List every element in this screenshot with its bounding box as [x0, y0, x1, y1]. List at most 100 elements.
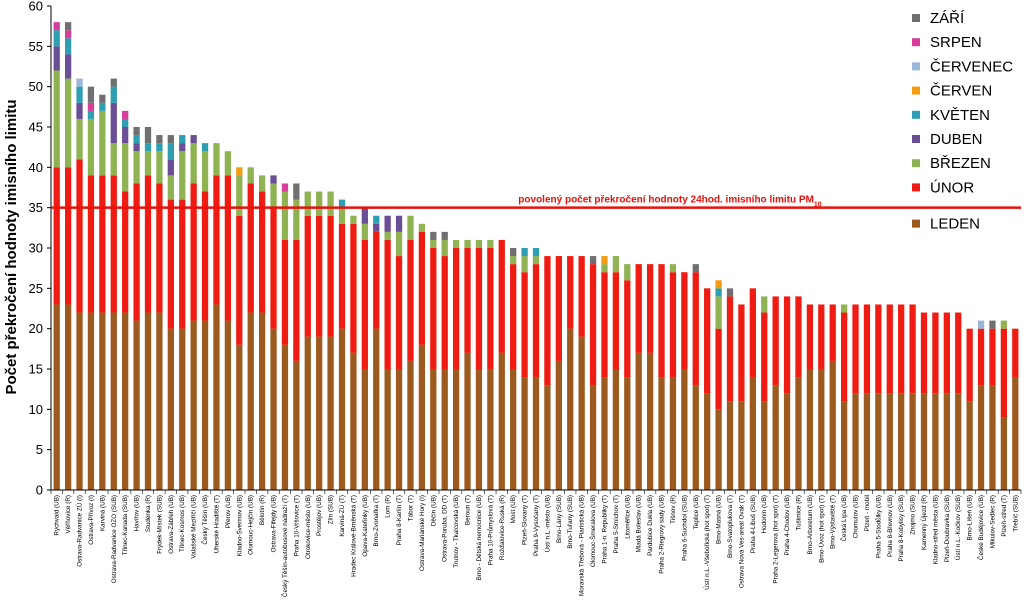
bar-segment-zari: [589, 256, 597, 265]
bar-segment-zari: [692, 264, 699, 273]
bar-segment-leden: [726, 401, 734, 490]
bar-segment-leden: [692, 385, 699, 490]
bar-segment-unor: [612, 272, 620, 369]
x-tick-label: Beroun (T): [465, 495, 472, 525]
bar-stack: [852, 304, 859, 490]
legend-label: ÚNOR: [930, 179, 974, 196]
bar-stack: [818, 304, 825, 490]
bar-segment-brezen: [430, 239, 437, 248]
bar-segment-leden: [1000, 417, 1008, 490]
bar-segment-leden: [578, 336, 585, 490]
x-tick-label: Ústí n.L.-Všebořická (hot spot) (T): [702, 495, 711, 590]
bar-stack: [989, 320, 996, 490]
bar-segment-leden: [350, 352, 357, 490]
x-tick-label: Trutnov - Tkalcovská (UB): [453, 495, 460, 568]
bar-segment-unor: [658, 264, 665, 378]
bar-segment-brezen: [76, 118, 83, 160]
bar-segment-brezen: [338, 207, 346, 224]
reference-line-group: povolený počet překročení hodnoty 24hod.…: [51, 195, 1021, 209]
bar-stack: [943, 312, 950, 490]
bar-segment-unor: [304, 215, 311, 337]
x-tick-label: Brno-Líšeň (UB): [967, 495, 974, 541]
x-tick-label: Praha 5-Stodůlky (UB): [874, 495, 882, 558]
bar-segment-leden: [373, 328, 380, 490]
bar-segment-leden: [133, 320, 140, 490]
bar-stack: [669, 264, 677, 490]
legend-label: SRPEN: [930, 34, 982, 51]
legend-swatch: [912, 62, 920, 71]
y-axis-label: Počet překročení hodnoty imisního limitu: [3, 99, 20, 394]
bar-segment-brezen: [224, 151, 232, 176]
bar-segment-brezen: [510, 256, 517, 265]
x-tick-label: Hradec Králové-Brněnská (T): [350, 495, 357, 577]
bar-segment-leden: [53, 304, 60, 490]
y-tick-label: 30: [29, 241, 43, 256]
bar-segment-unor: [361, 239, 368, 369]
x-tick-label: Rychvald (UB): [54, 495, 61, 536]
legend-item-zari: ZÁŘÍ: [912, 10, 965, 27]
bar-stack: [658, 264, 665, 490]
bar-segment-leden: [669, 377, 677, 490]
bar-segment-leden: [886, 393, 893, 490]
bar-segment-leden: [898, 393, 905, 490]
bar-segment-brezen: [521, 256, 528, 273]
x-tick-label: Plzeň - mobil: [864, 495, 871, 531]
bar-segment-unor: [681, 272, 688, 369]
bar-segment-kveten: [338, 199, 346, 208]
y-tick-label: 55: [29, 39, 43, 54]
bar-segment-unor: [589, 264, 597, 386]
bar-stack: [681, 272, 688, 490]
bar-segment-unor: [863, 304, 871, 394]
bar-segment-brezen: [236, 175, 243, 216]
x-tick-label: Tišnov (R): [670, 495, 677, 524]
bar-segment-brezen: [53, 70, 60, 168]
bar-segment-brezen: [361, 223, 368, 240]
bar-segment-leden: [863, 393, 871, 490]
x-tick-label: Rožďalovice-Ruská (R): [499, 495, 506, 560]
bar-stack: [373, 215, 380, 490]
bar-segment-kveten: [156, 143, 163, 152]
bar-segment-zari: [430, 231, 437, 240]
bar-segment-unor: [955, 312, 962, 394]
bar-segment-duben: [270, 175, 277, 184]
bar-segment-unor: [247, 183, 254, 313]
bar-segment-leden: [875, 393, 882, 490]
y-tick-label: 5: [36, 442, 43, 457]
bar-stack: [761, 296, 768, 490]
x-tick-label: Praha 8-Kobylisy (SUB): [898, 495, 905, 562]
legend-label: LEDEN: [930, 216, 980, 233]
bar-stack: [875, 304, 882, 490]
x-tick-label: Brno-Svatoplukova (T): [727, 495, 734, 558]
bar-stack: [270, 175, 277, 490]
bar-stack: [498, 239, 505, 490]
bar-stack: [304, 191, 311, 490]
bar-segment-unor: [441, 256, 448, 369]
x-tick-label: Praha 4-Libuš (SUB): [750, 495, 757, 553]
x-tick-label: Praha 2-Legerova (hot spot) (T): [773, 495, 780, 584]
bar-segment-kveten: [53, 30, 60, 47]
bar-segment-brezen: [179, 151, 186, 200]
bar-stack: [316, 191, 323, 490]
bar-segment-brezen: [304, 191, 311, 216]
bar-segment-unor: [818, 304, 825, 369]
bar-segment-unor: [635, 264, 642, 353]
bar-segment-leden: [646, 352, 654, 490]
bar-stack: [510, 248, 517, 490]
bar-segment-unor: [510, 264, 517, 369]
bar-segment-unor: [567, 256, 574, 329]
x-tick-label: Ostrava-Poruba, DD (T): [442, 495, 449, 562]
bar-segment-zari: [441, 231, 448, 240]
bar-segment-leden: [384, 369, 391, 490]
bar-segment-leden: [64, 304, 72, 490]
bar-segment-leden: [236, 344, 243, 490]
bar-segment-kveten: [532, 248, 540, 257]
bar-stack: [224, 151, 232, 490]
bar-segment-leden: [464, 352, 471, 490]
x-tick-label: Ústí n.L.-Kočkov (SUB): [953, 495, 962, 560]
bar-segment-leden: [852, 393, 859, 490]
bar-segment-kveten: [133, 135, 140, 144]
bar-segment-brezen: [715, 296, 722, 329]
x-tick-label: Plzeň-Doubravka (SUB): [944, 495, 951, 562]
bar-stack: [555, 256, 562, 490]
